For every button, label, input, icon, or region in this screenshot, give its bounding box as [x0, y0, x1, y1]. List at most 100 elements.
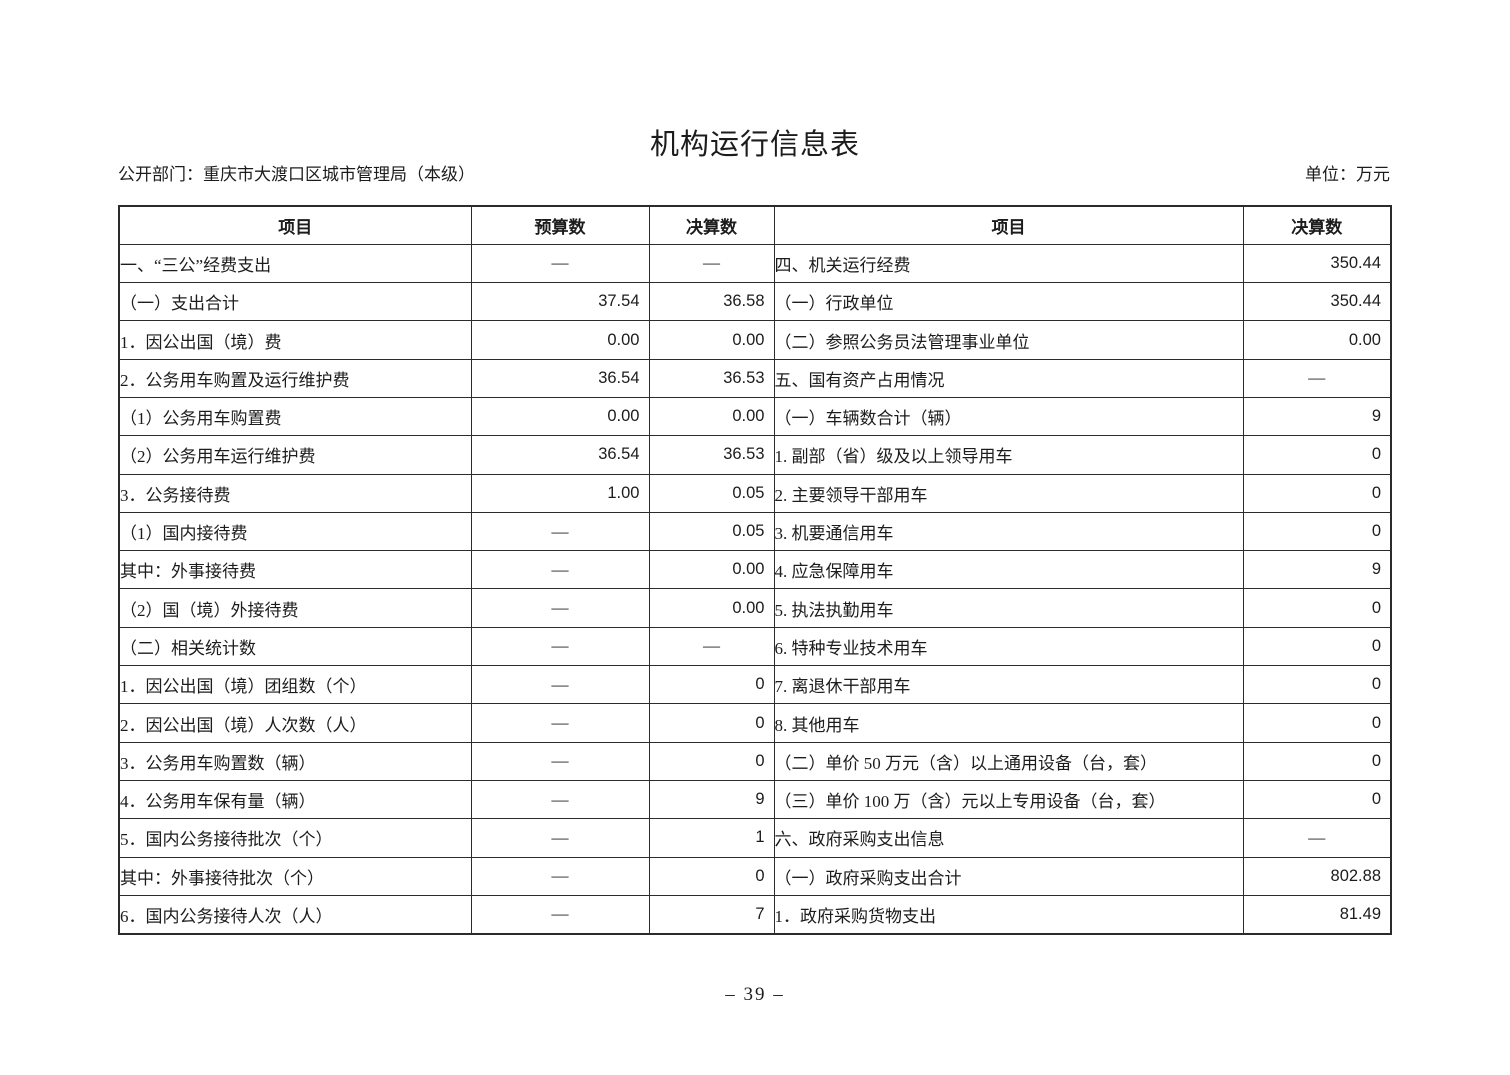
final-value: 36.58	[648, 282, 775, 322]
final-value: 0	[648, 703, 775, 743]
table-row: （1）国内接待费 —0.05 3. 机要通信用车 0	[118, 511, 1392, 552]
row-label: 1．政府采购货物支出	[773, 894, 1244, 935]
row-label: 1．因公出国（境）团组数（个）	[118, 665, 472, 705]
row-label: （二）单价 50 万元（含）以上通用设备（台，套）	[773, 741, 1244, 781]
row-label: 6. 特种专业技术用车	[773, 626, 1244, 667]
column-header-item-right: 项目	[773, 205, 1244, 245]
budget-value: —	[470, 511, 650, 552]
row-label: 其中：外事接待费	[118, 550, 472, 590]
final-value: 0	[1242, 435, 1392, 475]
budget-value: 1.00	[470, 473, 650, 513]
row-label: 3．公务接待费	[118, 473, 472, 513]
final-value: —	[648, 243, 775, 284]
final-value: 802.88	[1242, 856, 1392, 896]
final-value: 0	[1242, 626, 1392, 667]
unit-label: 单位：万元	[1305, 165, 1390, 184]
final-value: 81.49	[1242, 894, 1392, 935]
final-value: 0	[1242, 741, 1392, 781]
budget-value: —	[470, 588, 650, 628]
table-row: 一、“三公”经费支出 — — 四、机关运行经费 350.44	[118, 243, 1392, 284]
table-row: 其中：外事接待批次（个） —0 （一）政府采购支出合计 802.88	[118, 856, 1392, 896]
table-row: 2．公务用车购置及运行维护费 36.54 36.53 五、国有资产占用情况 —	[118, 358, 1392, 398]
table-row: 其中：外事接待费 —0.00 4. 应急保障用车 9	[118, 550, 1392, 590]
budget-value: —	[470, 894, 650, 935]
budget-value: 36.54	[470, 435, 650, 475]
column-header-item-left: 项目	[118, 205, 472, 245]
org-operation-table: 项目 预算数 决算数 项目 决算数 一、“三公”经费支出 — — 四、机关运行经费 35…	[118, 205, 1392, 935]
final-value: 0	[1242, 665, 1392, 705]
final-value: 0	[1242, 703, 1392, 743]
row-label: （2）公务用车运行维护费	[118, 435, 472, 475]
row-label: （二）参照公务员法管理事业单位	[773, 320, 1244, 360]
row-label: 3. 机要通信用车	[773, 511, 1244, 552]
final-value: 0.00	[648, 320, 775, 360]
row-label: 1. 副部（省）级及以上领导用车	[773, 435, 1244, 475]
row-label: 2．因公出国（境）人次数（人）	[118, 703, 472, 743]
final-value: 1	[648, 818, 775, 858]
table-row: （2）国（境）外接待费 —0.00 5. 执法执勤用车 0	[118, 588, 1392, 628]
final-value: 0	[648, 856, 775, 896]
final-value: 0	[648, 665, 775, 705]
final-value: 9	[1242, 550, 1392, 590]
row-label: 8. 其他用车	[773, 703, 1244, 743]
final-value: —	[1242, 818, 1392, 858]
table-row: 4．公务用车保有量（辆） —9 （三）单价 100 万（含）元以上专用设备（台，套）…	[118, 779, 1392, 820]
row-label: 2. 主要领导干部用车	[773, 473, 1244, 513]
column-header-final-left: 决算数	[648, 205, 775, 245]
final-value: 350.44	[1242, 243, 1392, 284]
budget-value: —	[470, 856, 650, 896]
budget-value: —	[470, 665, 650, 705]
row-label: 1．因公出国（境）费	[118, 320, 472, 360]
column-header-final-right: 决算数	[1242, 205, 1392, 245]
row-label: 四、机关运行经费	[773, 243, 1244, 284]
row-label: （一）支出合计	[118, 282, 472, 322]
row-label: 3．公务用车购置数（辆）	[118, 741, 472, 781]
row-label: 5．国内公务接待批次（个）	[118, 818, 472, 858]
table-row: （一）支出合计 37.54 36.58 （一）行政单位 350.44	[118, 282, 1392, 322]
final-value: 0	[648, 741, 775, 781]
final-value: 0	[1242, 588, 1392, 628]
table-row: 1．因公出国（境）费 0.00 0.00 （二）参照公务员法管理事业单位 0.00	[118, 320, 1392, 360]
row-label: 5. 执法执勤用车	[773, 588, 1244, 628]
page-title: 机构运行信息表	[649, 129, 860, 161]
row-label: （1）公务用车购置费	[118, 396, 472, 437]
final-value: 0.05	[648, 511, 775, 552]
final-value: 7	[648, 894, 775, 935]
budget-value: —	[470, 703, 650, 743]
row-label: （二）相关统计数	[118, 626, 472, 667]
row-label: 7. 离退休干部用车	[773, 665, 1244, 705]
row-label: （一）政府采购支出合计	[773, 856, 1244, 896]
final-value: 36.53	[648, 358, 775, 398]
row-label: （三）单价 100 万（含）元以上专用设备（台，套）	[773, 779, 1244, 820]
meta-line: 公开部门：重庆市大渡口区城市管理局（本级） 单位：万元	[118, 160, 1390, 185]
table-row: 1．因公出国（境）团组数（个） —0 7. 离退休干部用车 0	[118, 665, 1392, 705]
budget-value: —	[470, 626, 650, 667]
final-value: 9	[1242, 396, 1392, 437]
budget-value: —	[470, 741, 650, 781]
table-row: （二）相关统计数 — —6. 特种专业技术用车 0	[118, 626, 1392, 667]
table-row: 3．公务接待费 1.00 0.05 2. 主要领导干部用车 0	[118, 473, 1392, 513]
table-row: 2．因公出国（境）人次数（人） —0 8. 其他用车 0	[118, 703, 1392, 743]
table-row: 3．公务用车购置数（辆） —0 （二）单价 50 万元（含）以上通用设备（台，套） 0	[118, 741, 1392, 781]
row-label: （2）国（境）外接待费	[118, 588, 472, 628]
final-value: 0.00	[1242, 320, 1392, 360]
table-header-row: 项目 预算数 决算数 项目 决算数	[118, 205, 1392, 245]
final-value: 350.44	[1242, 282, 1392, 322]
row-label: 4．公务用车保有量（辆）	[118, 779, 472, 820]
page-number: – 39 –	[725, 984, 785, 1005]
table-row: 5．国内公务接待批次（个） —1 六、政府采购支出信息 —	[118, 818, 1392, 858]
row-label: 其中：外事接待批次（个）	[118, 856, 472, 896]
final-value: 0.00	[648, 396, 775, 437]
row-label: 4. 应急保障用车	[773, 550, 1244, 590]
budget-value: —	[470, 779, 650, 820]
final-value: 0.00	[648, 550, 775, 590]
final-value: —	[1242, 358, 1392, 398]
table-row: 6．国内公务接待人次（人） —7 1．政府采购货物支出 81.49	[118, 894, 1392, 935]
row-label: 2．公务用车购置及运行维护费	[118, 358, 472, 398]
budget-value: —	[470, 550, 650, 590]
row-label: （一）车辆数合计（辆）	[773, 396, 1244, 437]
table-row: （1）公务用车购置费 0.00 0.00 （一）车辆数合计（辆） 9	[118, 396, 1392, 437]
final-value: 0	[1242, 511, 1392, 552]
budget-value: 0.00	[470, 320, 650, 360]
